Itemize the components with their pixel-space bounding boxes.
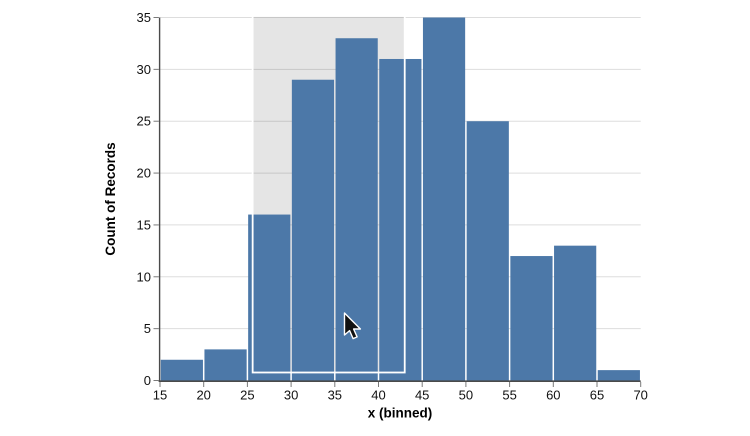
histogram-bar-35-40[interactable]	[335, 38, 378, 381]
x-axis: 15 20 25 30 35 40 45 50 55 60 65 70	[153, 382, 648, 403]
histogram-bar-40-45[interactable]	[379, 58, 422, 381]
x-tick-label: 45	[415, 388, 429, 403]
histogram-bar-55-60[interactable]	[510, 256, 553, 381]
x-tick-label: 55	[502, 388, 516, 403]
x-tick-label: 25	[240, 388, 254, 403]
histogram-bar-15-20[interactable]	[160, 359, 203, 381]
histogram-bar-50-55[interactable]	[466, 121, 509, 381]
x-tick-label: 15	[153, 388, 167, 403]
x-tick-label: 30	[284, 388, 298, 403]
y-tick-label: 20	[137, 166, 151, 181]
x-tick-label: 60	[546, 388, 560, 403]
histogram-bar-45-50[interactable]	[422, 17, 466, 381]
brush-selection-outline	[251, 15, 406, 374]
x-tick-label: 35	[328, 388, 342, 403]
x-tick-label: 20	[196, 388, 210, 403]
histogram-bar-60-65[interactable]	[554, 245, 597, 381]
histogram-bar-65-70[interactable]	[597, 370, 640, 381]
x-tick-label: 40	[371, 388, 385, 403]
x-tick-label: 65	[590, 388, 604, 403]
y-axis-title: Count of Records	[103, 142, 118, 255]
histogram-bar-20-25[interactable]	[204, 349, 247, 381]
x-tick-label: 70	[633, 388, 647, 403]
y-tick-label: 35	[137, 10, 151, 25]
histogram-bars	[160, 17, 640, 381]
x-tick-label: 50	[459, 388, 473, 403]
y-tick-label: 25	[137, 114, 151, 129]
x-axis-title: x (binned)	[368, 406, 433, 421]
y-tick-label: 30	[137, 62, 151, 77]
mouse-cursor-icon	[343, 312, 362, 340]
histogram-bar-30-35[interactable]	[291, 79, 335, 381]
y-tick-label: 5	[144, 321, 151, 336]
y-tick-label: 0	[144, 373, 151, 388]
histogram-bar-25-30[interactable]	[248, 214, 291, 381]
y-axis: 0 5 10 15 20 25 30 35	[137, 10, 159, 388]
y-tick-label: 10	[137, 269, 151, 284]
y-tick-label: 15	[137, 217, 151, 232]
